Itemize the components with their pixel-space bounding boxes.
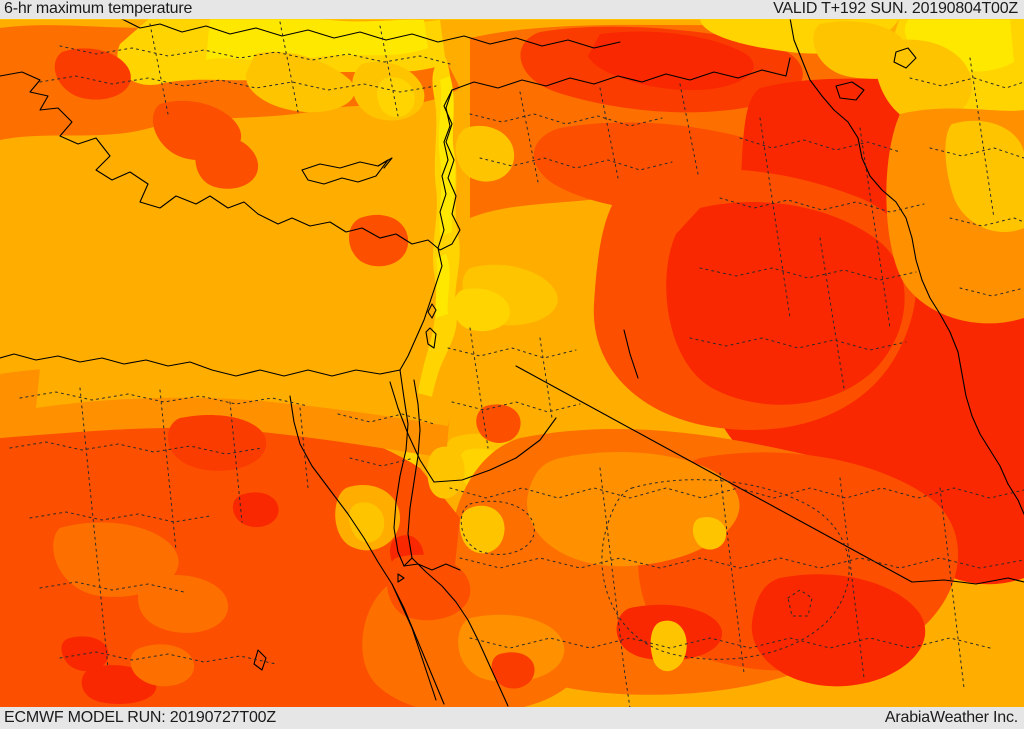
contour-yellow-homs: [455, 125, 515, 182]
contour-yellowspot-anatolia: [377, 77, 415, 118]
contour-golden-anatolia-a: [245, 51, 355, 113]
footer-bar: ECMWF MODEL RUN: 20190727T00Z ArabiaWeat…: [0, 707, 1024, 729]
contour-orange-egypt-blob3: [137, 574, 229, 633]
contour-yellow-sinai: [348, 502, 385, 543]
map-top-tick-row: [0, 18, 1024, 20]
header-bar: 6-hr maximum temperature VALID T+192 SUN…: [0, 0, 1024, 19]
contour-deepred-northsyria: [588, 31, 754, 91]
contour-yellowspot-nafud: [692, 517, 727, 550]
contour-yellow-tabuk-strip: [650, 620, 687, 672]
contour-red-jordanspot: [476, 404, 521, 443]
model-run-label: ECMWF MODEL RUN: 20190727T00Z: [4, 709, 276, 726]
contour-orangered-negev: [386, 554, 471, 621]
valid-time-label: VALID T+192 SUN. 20190804T00Z: [773, 0, 1018, 17]
contour-orange-egypt-blob2: [53, 522, 179, 597]
contour-amber-delta: [36, 362, 452, 426]
contour-golden-hejaz-b: [459, 505, 505, 554]
temperature-contour-canvas: [0, 18, 1024, 708]
contour-orange-redsea-b: [458, 614, 565, 683]
contour-orange-egypt-blob: [130, 644, 195, 687]
contour-red-redsea-spot: [491, 652, 535, 689]
contour-orangered-turkeycoast: [348, 214, 409, 267]
contour-red-egypt-a: [167, 414, 267, 471]
contour-golden-hejaz: [427, 446, 465, 499]
contour-brightyellow-anatolia: [206, 18, 428, 61]
contour-golden-nafud: [526, 452, 740, 567]
coastlines: [0, 18, 1024, 707]
contour-golden-caucasus: [813, 21, 910, 79]
contour-red-egypt-b: [232, 492, 279, 528]
administrative-borders: [9, 21, 1024, 708]
contour-red-arabia-core: [751, 574, 926, 687]
contour-red-mesopotamia-core: [666, 202, 905, 405]
contour-yellow-jordanvalley: [453, 288, 510, 332]
contour-brightyellow-galilee: [435, 254, 450, 318]
contour-red-nwturkey: [54, 48, 131, 100]
page-title: 6-hr maximum temperature: [4, 0, 193, 17]
provider-label: ArabiaWeather Inc.: [884, 709, 1018, 726]
temperature-map[interactable]: [0, 18, 1024, 708]
contour-golden-iran-inner: [945, 120, 1024, 233]
contour-red-antalya: [195, 135, 259, 189]
